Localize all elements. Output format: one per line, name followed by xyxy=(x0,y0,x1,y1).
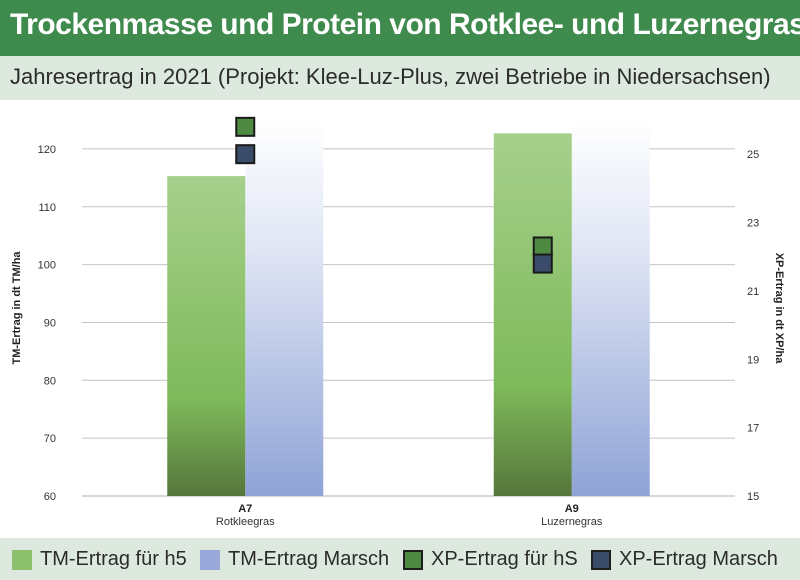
y-tick-label: 60 xyxy=(44,491,56,503)
axes: 60 70 80 90 100 110 120 15 17 19 21 23 25 TM-Ertrag i… xyxy=(11,144,785,528)
y2-tick-label: 23 xyxy=(747,218,759,230)
x-category-name: Rotkleegras xyxy=(216,516,275,528)
subtitle-bar: Jahresertrag in 2021 (Projekt: Klee-Luz-… xyxy=(0,56,800,100)
title-bar: Trockenmasse und Protein von Rotklee- un… xyxy=(0,0,800,56)
y2-tick-label: 25 xyxy=(747,149,759,161)
y-tick-label: 80 xyxy=(44,375,56,387)
legend-label-xp-marsch: XP-Ertrag Marsch xyxy=(619,548,778,570)
y2-tick-label: 15 xyxy=(747,491,759,503)
data-markers xyxy=(235,116,553,274)
y2-tick-label: 17 xyxy=(747,423,759,435)
y-tick-label: 100 xyxy=(38,260,56,272)
legend-swatch-tm-marsch xyxy=(200,550,220,570)
x-category-code: A9 xyxy=(565,503,579,515)
marker-xp-h5 xyxy=(532,236,553,257)
y-axis-label: TM-Ertrag in dt TM/ha xyxy=(11,251,23,365)
legend-label-xp-h5: XP-Ertrag für hS xyxy=(431,548,578,570)
legend-label-tm-marsch: TM-Ertrag Marsch xyxy=(228,548,390,570)
bar-tm-h5 xyxy=(493,133,572,496)
legend-swatch-xp-marsch xyxy=(591,550,611,570)
y-tick-label: 120 xyxy=(38,144,56,156)
chart-title: Trockenmasse und Protein von Rotklee- un… xyxy=(10,8,800,41)
bar-tm-marsch xyxy=(571,120,650,496)
bar-tm-h5 xyxy=(167,176,246,496)
y-tick-label: 110 xyxy=(38,202,56,214)
marker-xp-marsch xyxy=(532,253,553,274)
chart-subtitle: Jahresertrag in 2021 (Projekt: Klee-Luz-… xyxy=(10,64,771,89)
y-tick-label: 90 xyxy=(44,317,56,329)
bar-tm-marsch xyxy=(245,120,324,496)
y2-tick-label: 19 xyxy=(747,354,759,366)
y2-tick-label: 21 xyxy=(747,286,759,298)
legend-label-tm-h5: TM-Ertrag für h5 xyxy=(40,548,187,570)
y-tick-label: 70 xyxy=(44,433,56,445)
legend-swatch-tm-h5 xyxy=(12,550,32,570)
data-bars xyxy=(167,133,572,496)
legend: TM-Ertrag für h5 TM-Ertrag Marsch XP-Ert… xyxy=(0,538,800,580)
chart-area: 60 70 80 90 100 110 120 15 17 19 21 23 25 TM-Ertrag i… xyxy=(11,116,785,528)
legend-swatch-xp-h5 xyxy=(403,550,423,570)
marker-xp-h5 xyxy=(235,116,256,137)
background-bars xyxy=(245,120,650,496)
marker-xp-marsch xyxy=(235,144,256,165)
x-category-code: A7 xyxy=(238,503,252,515)
y2-axis-label: XP-Ertrag in dt XP/ha xyxy=(773,253,785,365)
x-category-name: Luzernegras xyxy=(541,516,603,528)
